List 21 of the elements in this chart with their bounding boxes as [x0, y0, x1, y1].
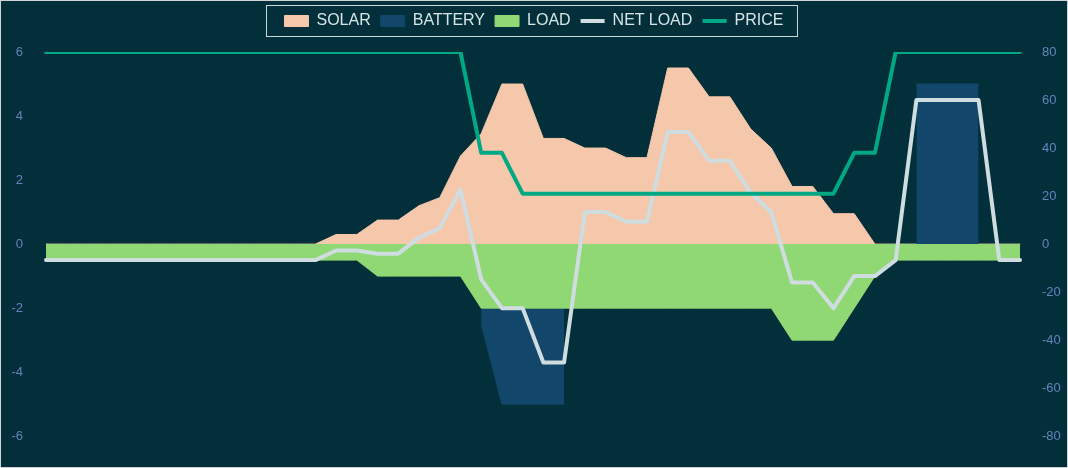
y2-tick-label: 60 [1042, 91, 1057, 107]
y2-tick-label: -60 [1042, 379, 1061, 395]
legend-label: BATTERY [412, 11, 486, 29]
y2-tick-label: 0 [1042, 235, 1050, 251]
y2-tick-label: 80 [1042, 43, 1057, 59]
y2-tick-label: 20 [1042, 187, 1057, 203]
y2-tick-label: -40 [1042, 331, 1061, 347]
legend-label: LOAD [527, 11, 571, 29]
y-tick-label: 2 [15, 171, 23, 187]
y2-tick-label: -80 [1042, 427, 1061, 443]
legend-label: PRICE [734, 11, 784, 29]
y-tick-label: -6 [11, 427, 23, 443]
y-tick-label: -2 [11, 299, 23, 315]
y-tick-label: 6 [15, 43, 23, 59]
y2-tick-label: -20 [1042, 283, 1061, 299]
y2-tick-label: 40 [1042, 139, 1057, 155]
y-tick-label: 4 [15, 107, 23, 123]
legend-label: NET LOAD [612, 11, 693, 29]
legend-label: SOLAR [316, 11, 371, 29]
y-tick-label: 0 [15, 235, 23, 251]
y-tick-label: -4 [11, 363, 23, 379]
